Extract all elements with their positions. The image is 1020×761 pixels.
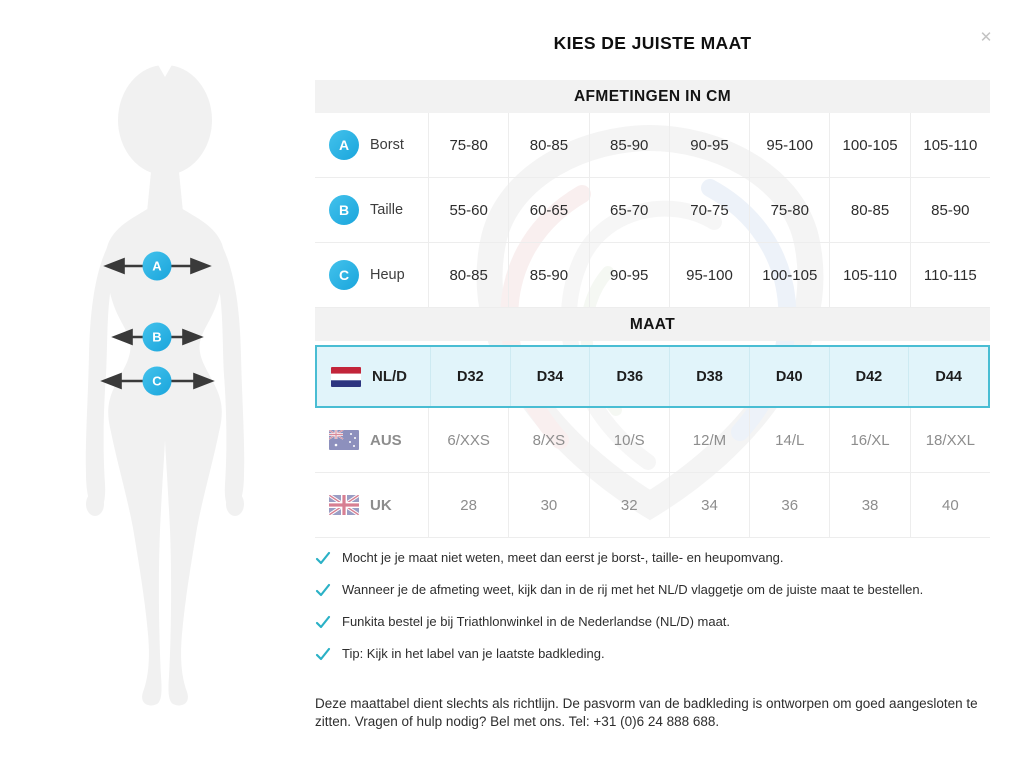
table-cell: 40 [909,473,990,537]
badge-c: C [329,260,359,290]
table-cell: 55-60 [428,178,508,242]
table-row-aus: AUS 6/XXS 8/XS 10/S 12/M 14/L 16/XL 18/X… [315,408,990,473]
table-cell: 75-80 [428,113,508,177]
row-label-cell: B Taille [315,178,428,242]
table-cell: 80-85 [508,113,588,177]
table-cell: 16/XL [829,408,909,472]
united-kingdom-flag-icon [329,495,359,515]
table-cell: D44 [908,347,988,406]
table-cell: 18/XXL [909,408,990,472]
list-item: Mocht je je maat niet weten, meet dan ee… [315,549,1005,567]
cm-table-header: AFMETINGEN IN CM [315,80,990,113]
badge-a: A [329,130,359,160]
row-label-cell: C Heup [315,243,428,307]
row-label-cell: NL/D [317,347,430,406]
disclaimer-text: Deze maattabel dient slechts als richtli… [315,696,978,730]
table-cell: 80-85 [829,178,909,242]
close-icon[interactable]: ✕ [976,28,996,48]
table-row-nld: NL/D D32 D34 D36 D38 D40 D42 D44 [315,345,990,408]
table-cell: 14/L [749,408,829,472]
table-cell: 30 [508,473,588,537]
table-cell: 85-90 [588,113,669,177]
row-label: UK [370,496,392,514]
table-cell: 28 [428,473,508,537]
row-label: Borst [370,137,404,153]
row-label: AUS [370,431,402,449]
table-cell: 110-115 [909,243,990,307]
row-label-cell: A Borst [315,113,428,177]
table-cell: D32 [430,347,510,406]
table-cell: 65-70 [588,178,669,242]
table-cell: 60-65 [508,178,588,242]
note-text: Tip: Kijk in het label van je laatste ba… [342,646,605,661]
silhouette-head [118,65,212,175]
check-icon [315,551,331,565]
netherlands-flag-icon [331,366,361,387]
size-tables: AFMETINGEN IN CM A Borst 75-80 80-85 85-… [315,80,990,538]
table-cell: 100-105 [749,243,829,307]
note-text: Wanneer je de afmeting weet, kijk dan in… [342,582,924,597]
table-cell: D34 [509,347,590,406]
notes-list: Mocht je je maat niet weten, meet dan ee… [315,549,1005,677]
table-cell: 95-100 [668,243,749,307]
check-icon [315,615,331,629]
australia-flag-icon [329,430,359,450]
row-label: Taille [370,202,404,218]
note-text: Funkita bestel je bij Triathlonwinkel in… [342,614,731,629]
table-cell: 34 [668,473,749,537]
table-cell: 80-85 [428,243,508,307]
row-label-cell: UK [315,473,428,537]
row-label: NL/D [372,368,407,385]
list-item: Funkita bestel je bij Triathlonwinkel in… [315,613,1005,631]
table-cell: 105-110 [909,113,990,177]
table-cell: D38 [669,347,749,406]
table-cell: 8/XS [508,408,588,472]
check-icon [315,583,331,597]
table-cell: 100-105 [829,113,909,177]
table-cell: 90-95 [668,113,749,177]
female-silhouette [85,63,245,706]
table-cell: 32 [588,473,669,537]
table-row-taille: B Taille 55-60 60-65 65-70 70-75 75-80 8… [315,178,990,243]
row-label: Heup [370,267,405,283]
table-row-borst: A Borst 75-80 80-85 85-90 90-95 95-100 1… [315,113,990,178]
table-cell: 38 [829,473,909,537]
badge-b: B [329,195,359,225]
table-cell: 90-95 [588,243,669,307]
table-row-heup: C Heup 80-85 85-90 90-95 95-100 100-105 … [315,243,990,308]
check-icon [315,647,331,661]
table-cell: 6/XXS [428,408,508,472]
table-cell: D40 [748,347,829,406]
table-cell: 36 [749,473,829,537]
table-cell: 70-75 [668,178,749,242]
table-cell: 10/S [588,408,669,472]
row-label-cell: AUS [315,408,428,472]
table-cell: 95-100 [749,113,829,177]
table-cell: D42 [828,347,909,406]
page-title: KIES DE JUISTE MAAT [553,33,752,53]
table-cell: 85-90 [909,178,990,242]
table-cell: D36 [589,347,669,406]
table-cell: 105-110 [829,243,909,307]
table-row-uk: UK 28 30 32 34 36 38 40 [315,473,990,538]
table-cell: 75-80 [749,178,829,242]
table-cell: 85-90 [508,243,588,307]
list-item: Wanneer je de afmeting weet, kijk dan in… [315,581,1005,599]
table-cell: 12/M [668,408,749,472]
maat-table-header: MAAT [315,308,990,341]
list-item: Tip: Kijk in het label van je laatste ba… [315,645,1005,663]
note-text: Mocht je je maat niet weten, meet dan ee… [342,550,784,565]
